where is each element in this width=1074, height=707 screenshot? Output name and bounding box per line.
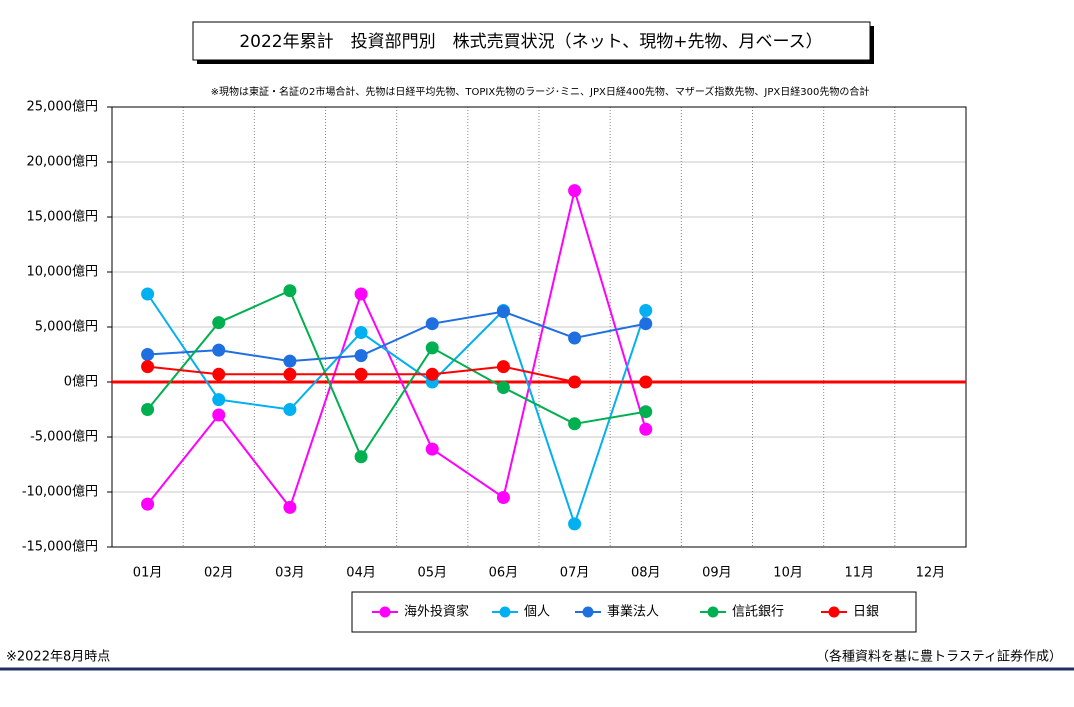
data-point	[354, 287, 368, 301]
x-tick-label: 03月	[275, 566, 305, 581]
data-point	[639, 375, 653, 389]
y-tick-label: 20,000億円	[27, 154, 99, 170]
footnote: ※2022年8月時点	[6, 650, 110, 665]
data-point	[354, 326, 368, 339]
data-point	[141, 403, 155, 416]
data-point	[212, 343, 226, 357]
data-point	[568, 184, 582, 198]
data-point	[354, 367, 368, 381]
data-point	[496, 491, 510, 504]
data-point	[639, 422, 653, 436]
data-point	[141, 287, 155, 301]
data-point	[212, 316, 226, 330]
legend-marker	[379, 606, 391, 618]
y-tick-label: 25,000億円	[27, 99, 99, 115]
data-point	[212, 393, 226, 407]
y-tick-label: 5,000億円	[35, 319, 98, 335]
subtitle: ※現物は東証・名証の2市場合計、先物は日経平均先物、TOPIX先物のラージ･ミニ…	[211, 85, 870, 98]
series-line	[146, 186, 647, 510]
data-point	[425, 442, 439, 456]
x-tick-label: 12月	[916, 566, 946, 581]
data-point	[354, 450, 368, 464]
data-point	[354, 349, 368, 363]
legend-label: 個人	[524, 605, 550, 620]
data-point	[425, 367, 439, 381]
data-point	[212, 408, 226, 422]
legend-marker	[582, 606, 594, 618]
y-tick-label: -10,000億円	[22, 484, 98, 500]
data-point	[283, 500, 297, 514]
plot-border	[111, 106, 967, 548]
x-tick-label: 08月	[631, 566, 661, 581]
legend-label: 信託銀行	[732, 604, 784, 620]
data-point	[496, 360, 510, 374]
y-tick-label: 15,000億円	[27, 209, 99, 225]
y-tick-label: -5,000億円	[30, 429, 98, 445]
series-line	[146, 289, 646, 459]
x-tick-label: 10月	[773, 566, 803, 581]
data-point	[425, 341, 439, 355]
data-point	[283, 403, 297, 416]
data-point	[283, 284, 297, 298]
legend-marker	[828, 606, 840, 618]
data-point	[639, 304, 653, 317]
data-point	[568, 375, 582, 389]
y-tick-label: 10,000億円	[27, 264, 99, 280]
series-line	[146, 293, 647, 528]
x-tick-label: 01月	[133, 566, 163, 581]
y-tick-label: 0億円	[64, 374, 98, 390]
series-line	[147, 365, 646, 383]
data-point	[141, 497, 155, 511]
data-point	[496, 305, 510, 319]
data-point	[283, 367, 297, 381]
data-point	[283, 354, 297, 368]
data-point	[141, 348, 155, 361]
series-line	[147, 310, 646, 363]
legend-label: 海外投資家	[404, 604, 469, 620]
data-point	[639, 405, 653, 419]
legend-marker	[499, 606, 511, 618]
data-point	[568, 417, 582, 431]
data-point	[568, 331, 582, 345]
legend-label: 日銀	[853, 605, 879, 620]
x-tick-label: 06月	[489, 566, 519, 581]
x-tick-label: 04月	[346, 566, 376, 581]
chart-title: 2022年累計 投資部門別 株式売買状況（ネット、現物+先物、月ベース）	[239, 32, 822, 52]
data-point	[212, 367, 226, 381]
data-point	[568, 517, 582, 531]
title-box	[192, 21, 871, 61]
x-tick-label: 07月	[560, 566, 590, 581]
x-tick-label: 05月	[417, 566, 447, 581]
legend-label: 事業法人	[607, 604, 659, 620]
source: （各種資料を基に豊トラスティ証券作成）	[816, 649, 1062, 665]
x-tick-label: 11月	[844, 566, 874, 581]
legend-marker	[707, 606, 719, 618]
data-point	[639, 317, 653, 331]
x-tick-label: 02月	[204, 566, 234, 581]
y-tick-label: -15,000億円	[22, 539, 98, 555]
data-point	[425, 317, 439, 331]
data-point	[141, 360, 155, 374]
data-point	[496, 381, 510, 394]
x-tick-label: 09月	[702, 566, 732, 581]
